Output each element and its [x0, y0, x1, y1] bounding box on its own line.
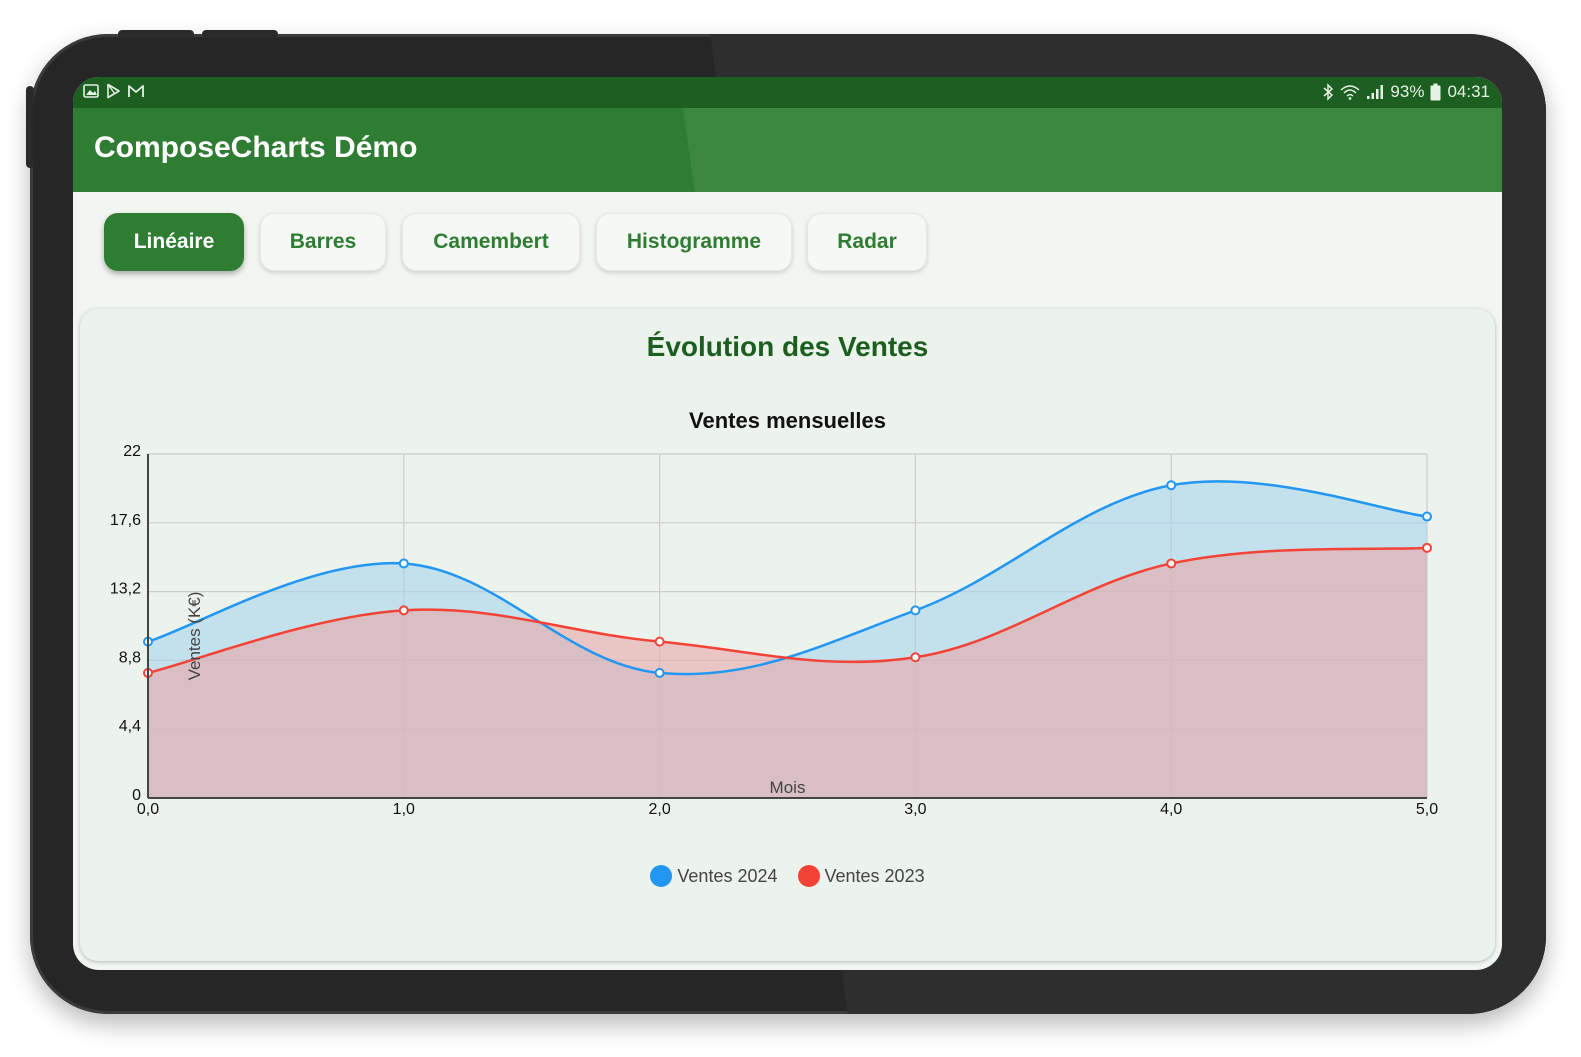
battery-icon [1430, 83, 1441, 101]
data-point [1422, 511, 1432, 522]
data-point [1166, 480, 1177, 491]
chart-title: Ventes mensuelles [689, 408, 886, 433]
legend-dot-2024 [650, 865, 673, 887]
tab-radar[interactable]: Radar [807, 213, 927, 271]
tab-camembert[interactable]: Camembert [402, 213, 580, 271]
battery-percent: 93% [1390, 82, 1425, 101]
chart-legend: Ventes 2024 Ventes 2023 [80, 865, 1495, 887]
x-axis-label: Mois [770, 778, 806, 797]
signal-icon [1367, 85, 1384, 99]
data-point [398, 605, 409, 616]
area-fill-1 [148, 547, 1427, 798]
tab-lineaire[interactable]: Linéaire [104, 213, 244, 271]
y-axis-label: Ventes (K€) [185, 592, 204, 681]
data-point [910, 605, 921, 616]
y-tick-label: 4,4 [119, 718, 141, 735]
data-point [654, 636, 665, 647]
chart-card: Évolution des Ventes Ventes mensuelles 0 4… [80, 309, 1495, 961]
wifi-icon [1340, 85, 1360, 100]
x-tick-label: 4,0 [1160, 801, 1182, 818]
x-tick-label: 0,0 [137, 801, 159, 818]
card-title: Évolution des Ventes [646, 331, 929, 362]
y-tick-label: 0 [132, 787, 141, 804]
status-bar: 93% 04:31 [73, 77, 1502, 108]
play-store-icon [107, 83, 120, 99]
line-chart: Ventes mensuelles 0 4,4 8,8 13,2 17,6 22 0,0 1,0… [110, 408, 1438, 818]
app-title: ComposeCharts Démo [94, 131, 418, 164]
x-tick-label: 2,0 [648, 801, 670, 818]
data-point [1166, 558, 1177, 569]
legend-item-2024[interactable]: Ventes 2024 [650, 865, 778, 887]
data-point [398, 558, 409, 569]
clock: 04:31 [1447, 82, 1490, 101]
y-tick-label: 13,2 [110, 581, 141, 598]
app-bar: ComposeCharts Démo [73, 108, 1502, 192]
bluetooth-icon [1323, 83, 1334, 101]
app-bar-shade [683, 108, 1502, 192]
device-screen: 93% 04:31 ComposeCharts Démo Linéaire Ba… [73, 77, 1502, 970]
x-tick-label: 5,0 [1416, 801, 1438, 818]
y-tick-label: 8,8 [119, 649, 141, 666]
legend-item-2023[interactable]: Ventes 2023 [797, 865, 925, 887]
legend-label-2023: Ventes 2023 [824, 865, 925, 886]
power-button [118, 30, 194, 38]
y-tick-label: 22 [123, 443, 141, 460]
x-tick-label: 3,0 [904, 801, 926, 818]
image-icon [83, 84, 99, 98]
data-point [910, 652, 921, 663]
legend-label-2024: Ventes 2024 [677, 865, 778, 886]
y-tick-label: 17,6 [110, 512, 141, 529]
series-line-1 [147, 546, 1428, 675]
legend-dot-2023 [797, 865, 820, 887]
side-button [26, 86, 34, 168]
tab-histogramme[interactable]: Histogramme [596, 213, 792, 271]
x-tick-label: 1,0 [393, 801, 415, 818]
data-point [654, 667, 665, 678]
gmail-icon [128, 85, 144, 97]
tab-barres[interactable]: Barres [260, 213, 386, 271]
volume-button [202, 30, 278, 38]
data-point [1422, 542, 1432, 553]
